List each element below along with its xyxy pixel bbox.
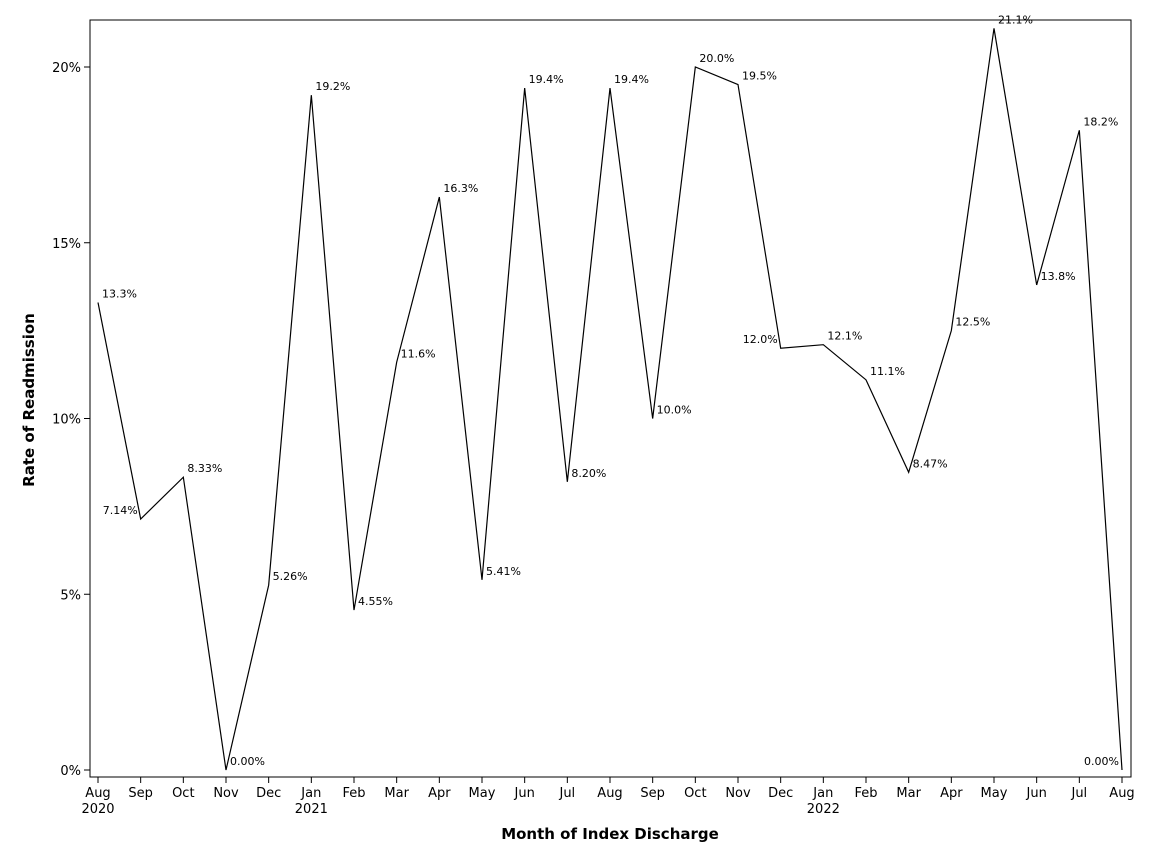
y-tick-label: 15% [52, 237, 81, 252]
x-tick-label: Jul [1070, 786, 1087, 801]
plot-frame [89, 19, 1132, 778]
x-tick-label: Apr [428, 786, 451, 801]
x-tick-label: Apr [940, 786, 963, 801]
series-line [97, 28, 1123, 771]
data-label: 0.00% [1084, 755, 1119, 768]
y-tick-label: 0% [60, 764, 81, 779]
x-year-label: 2020 [81, 802, 114, 817]
data-label: 20.0% [699, 52, 734, 65]
x-tick-label: May [469, 786, 496, 801]
x-tick-label: Nov [725, 786, 751, 801]
x-axis: Aug Sep Oct Nov Dec Jan Feb Mar Apr May Jun Jul Aug S… [81, 777, 1135, 817]
data-label: 8.33% [187, 462, 222, 475]
data-label: 19.4% [614, 73, 649, 86]
x-tick-label: Nov [213, 786, 239, 801]
data-label: 12.5% [955, 316, 990, 329]
x-year-label: 2021 [295, 802, 328, 817]
y-tick-label: 5% [60, 588, 81, 603]
data-label: 7.14% [103, 504, 138, 517]
data-label: 21.1% [998, 13, 1033, 26]
data-label: 5.41% [486, 565, 521, 578]
x-axis-title: Month of Index Discharge [501, 825, 719, 843]
y-axis: 0% 5% 10% 15% 20% [52, 61, 90, 779]
data-label: 5.26% [273, 570, 308, 583]
x-tick-label: Mar [384, 786, 409, 801]
data-labels: 13.3% 7.14% 8.33% 0.00% 5.26% 19.2% 4.55% 11.6%… [102, 13, 1119, 768]
x-tick-label: Dec [256, 786, 281, 801]
x-tick-label: Jun [514, 786, 535, 801]
x-tick-label: Aug [597, 786, 622, 801]
data-label: 12.0% [743, 333, 778, 346]
x-tick-label: Feb [854, 786, 877, 801]
x-tick-label: Oct [172, 786, 194, 801]
y-tick-label: 20% [52, 61, 81, 76]
x-tick-label: May [981, 786, 1008, 801]
x-tick-label: Mar [896, 786, 921, 801]
data-label: 19.2% [315, 80, 350, 93]
x-tick-label: Feb [342, 786, 365, 801]
data-label: 19.5% [742, 70, 777, 83]
data-label: 0.00% [230, 755, 265, 768]
data-label: 4.55% [358, 595, 393, 608]
x-tick-label: Oct [684, 786, 706, 801]
y-axis-title: Rate of Readmission [20, 313, 38, 487]
x-tick-label: Jan [300, 786, 321, 801]
data-label: 11.6% [401, 347, 436, 360]
data-label: 12.1% [827, 330, 862, 343]
data-label: 10.0% [657, 404, 692, 417]
x-tick-label: Aug [85, 786, 110, 801]
data-label: 11.1% [870, 365, 905, 378]
data-label: 13.3% [102, 288, 137, 301]
x-tick-label: Jan [812, 786, 833, 801]
data-label: 18.2% [1083, 115, 1118, 128]
data-label: 13.8% [1041, 270, 1076, 283]
data-label: 19.4% [529, 73, 564, 86]
y-tick-label: 10% [52, 413, 81, 428]
x-tick-label: Sep [640, 786, 665, 801]
x-tick-label: Jun [1026, 786, 1047, 801]
data-label: 8.20% [571, 467, 606, 480]
x-tick-label: Dec [768, 786, 793, 801]
x-tick-label: Aug [1109, 786, 1134, 801]
data-label: 16.3% [443, 182, 478, 195]
x-tick-label: Jul [558, 786, 575, 801]
x-tick-label: Sep [128, 786, 153, 801]
x-year-label: 2022 [807, 802, 840, 817]
data-label: 8.47% [913, 457, 948, 470]
